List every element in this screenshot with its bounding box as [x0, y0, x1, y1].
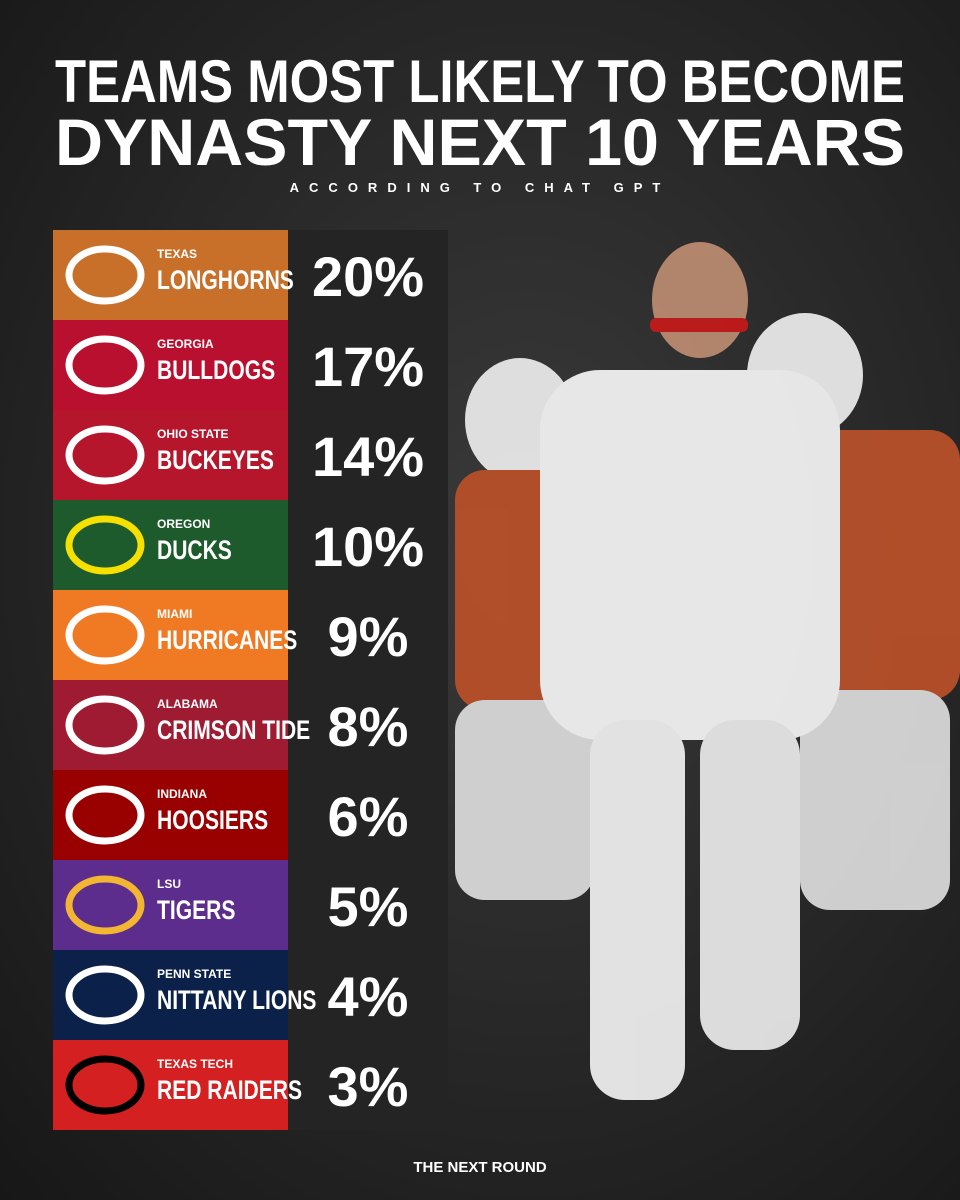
team-name: LONGHORNS [157, 266, 294, 296]
team-panel [53, 410, 288, 500]
team-panel [53, 230, 288, 320]
pct-panel [288, 770, 448, 860]
percentage: 3% [328, 1055, 409, 1118]
team-panel [53, 590, 288, 680]
team-logo [65, 335, 145, 395]
team-panel [53, 950, 288, 1040]
percentage: 5% [328, 875, 409, 938]
percentage: 9% [328, 605, 409, 668]
team-logo [65, 785, 145, 845]
subtitle: ACCORDING TO CHAT GPT [290, 180, 671, 195]
school-name: INDIANA [157, 787, 207, 801]
school-name: ALABAMA [157, 697, 218, 711]
team-name: HURRICANES [157, 626, 297, 656]
title: TEAMS MOST LIKELY TO BECOME [55, 48, 905, 115]
percentage: 20% [312, 245, 424, 308]
pct-panel [288, 680, 448, 770]
team-name: NITTANY LIONS [157, 986, 316, 1016]
percentage: 4% [328, 965, 409, 1028]
school-name: OREGON [157, 517, 210, 531]
title: DYNASTY NEXT 10 YEARS [55, 105, 905, 179]
team-name: RED RAIDERS [157, 1076, 302, 1106]
pct-panel [288, 860, 448, 950]
team-panel [53, 500, 288, 590]
team-name: BUCKEYES [157, 446, 274, 476]
team-logo [65, 695, 145, 755]
team-panel [53, 1040, 288, 1130]
team-logo [65, 515, 145, 575]
team-logo [65, 605, 145, 665]
team-name: HOOSIERS [157, 806, 268, 836]
school-name: TEXAS [157, 247, 197, 261]
team-panel [53, 860, 288, 950]
percentage: 10% [312, 515, 424, 578]
team-logo [65, 245, 145, 305]
percentage: 6% [328, 785, 409, 848]
team-logo [65, 965, 145, 1025]
team-name: DUCKS [157, 536, 232, 566]
percentage: 8% [328, 695, 409, 758]
team-name: TIGERS [157, 896, 235, 926]
team-panel [53, 320, 288, 410]
pct-panel [288, 590, 448, 680]
footer-logo: THE NEXT ROUND [413, 1159, 547, 1176]
school-name: GEORGIA [157, 337, 214, 351]
team-panel [53, 770, 288, 860]
team-logo [65, 875, 145, 935]
school-name: OHIO STATE [157, 427, 229, 441]
pct-panel [288, 500, 448, 590]
percentage: 14% [312, 425, 424, 488]
school-name: MIAMI [157, 607, 192, 621]
school-name: TEXAS TECH [157, 1057, 233, 1071]
team-panel [53, 680, 288, 770]
team-logo [65, 1055, 145, 1115]
team-name: CRIMSON TIDE [157, 716, 310, 746]
pct-panel [288, 230, 448, 320]
pct-panel [288, 410, 448, 500]
photo [455, 242, 960, 1100]
team-logo [65, 425, 145, 485]
pct-panel [288, 320, 448, 410]
team-name: BULLDOGS [157, 356, 275, 386]
school-name: LSU [157, 877, 181, 891]
percentage: 17% [312, 335, 424, 398]
pct-panel [288, 1040, 448, 1130]
pct-panel [288, 950, 448, 1040]
ranking-list: TEXAS LONGHORNS 20% GEORGIA BULLDOGS 17% OHIO … [53, 230, 448, 1130]
school-name: PENN STATE [157, 967, 231, 981]
